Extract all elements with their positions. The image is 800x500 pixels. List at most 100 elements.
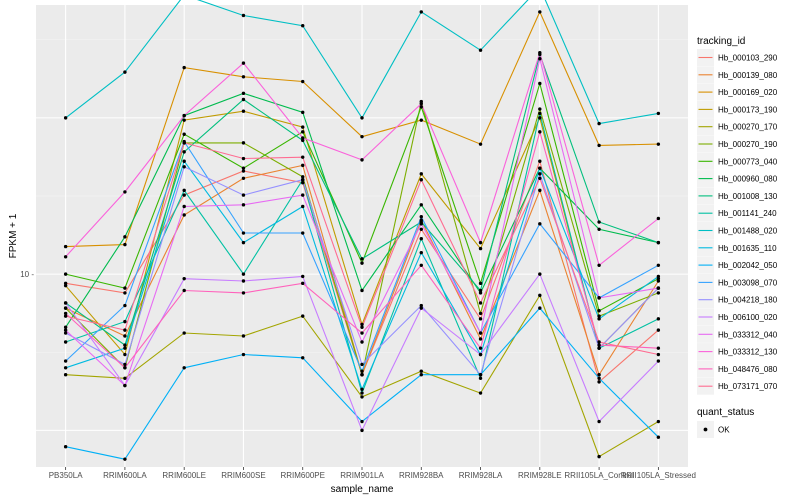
data-point [182,288,186,293]
legend-item-label: Hb_000139_080 [718,71,778,80]
data-point [597,340,601,344]
data-point [63,373,68,377]
data-point [656,263,661,267]
data-point [597,121,601,126]
shape-legend-key-point [703,427,708,432]
data-point [478,346,483,350]
data-point [123,303,127,308]
data-point [123,319,127,324]
data-point [538,116,542,120]
data-point [63,331,68,335]
legend-item-label: Hb_001488_020 [718,227,778,236]
legend-item-label: Hb_000773_040 [718,157,778,166]
data-point [538,222,542,226]
data-point [123,366,127,370]
data-point [656,291,661,295]
data-point [597,317,601,321]
shape-legend-item-label: OK [718,426,730,435]
data-point [538,111,542,116]
legend-item-label: Hb_001008_130 [718,192,778,201]
legend-item-label: Hb_033312_040 [718,330,778,339]
data-point [360,158,364,162]
data-point [478,288,483,293]
data-point [478,391,483,395]
x-tick-label: RRIM600LE [162,471,206,480]
legend-item-label: Hb_073171_070 [718,382,778,391]
data-point [656,286,661,290]
data-point [419,118,423,122]
data-point [123,376,127,380]
legend-item-label: Hb_004218_180 [718,296,778,305]
data-point [63,244,68,249]
data-point [241,279,246,283]
data-point [419,172,423,176]
data-point [123,190,127,194]
data-point [360,116,364,120]
data-point [538,172,542,176]
data-point [63,340,68,344]
data-point [360,331,364,335]
shape-legend-title: quant_status [697,407,754,418]
data-point [656,240,661,245]
data-point [656,317,661,321]
data-point [360,257,364,261]
data-point [241,75,246,79]
x-tick-label: PB350LA [49,471,83,480]
data-point [301,356,305,360]
data-point [182,118,186,122]
x-tick-label: RRIM600SE [221,471,265,480]
data-point [656,328,661,332]
data-point [301,193,305,197]
data-point [241,91,246,96]
data-point [123,334,127,338]
data-point [63,445,68,449]
data-point [360,261,364,265]
x-tick-label: RRII105LA_Control [564,471,634,480]
data-point [419,237,423,241]
y-tick-label: 10 - [20,270,34,279]
data-point [360,395,364,399]
data-point [538,306,542,310]
data-point [63,325,68,329]
x-axis-title: sample_name [331,484,394,495]
data-point [182,188,186,193]
data-point [656,359,661,363]
data-point [123,362,127,367]
data-point [241,231,246,235]
data-point [301,281,305,286]
x-tick-label: RRIM600LA [103,471,147,480]
y-axis-title: FPKM + 1 [8,213,19,258]
data-point [301,204,305,209]
data-point [360,322,364,327]
data-point [182,276,186,281]
data-point [478,331,483,335]
data-point [241,141,246,145]
data-point [360,362,364,367]
data-point [538,57,542,61]
data-point [597,220,601,224]
data-point [182,366,186,370]
data-point [182,193,186,197]
data-point [597,376,601,380]
data-point [538,293,542,298]
data-point [597,346,601,350]
data-point [419,250,423,255]
data-point [419,227,423,232]
data-point [656,346,661,350]
data-point [123,291,127,295]
data-point [182,331,186,335]
data-point [123,235,127,239]
data-point [301,155,305,159]
data-point [123,343,127,347]
data-point [182,141,186,145]
data-point [63,301,68,305]
data-point [360,391,364,395]
legend-item-label: Hb_000103_290 [718,54,778,63]
data-point [241,176,246,180]
data-point [63,306,68,310]
data-point [478,311,483,316]
data-point [182,113,186,118]
data-point [301,136,305,140]
data-point [63,255,68,259]
